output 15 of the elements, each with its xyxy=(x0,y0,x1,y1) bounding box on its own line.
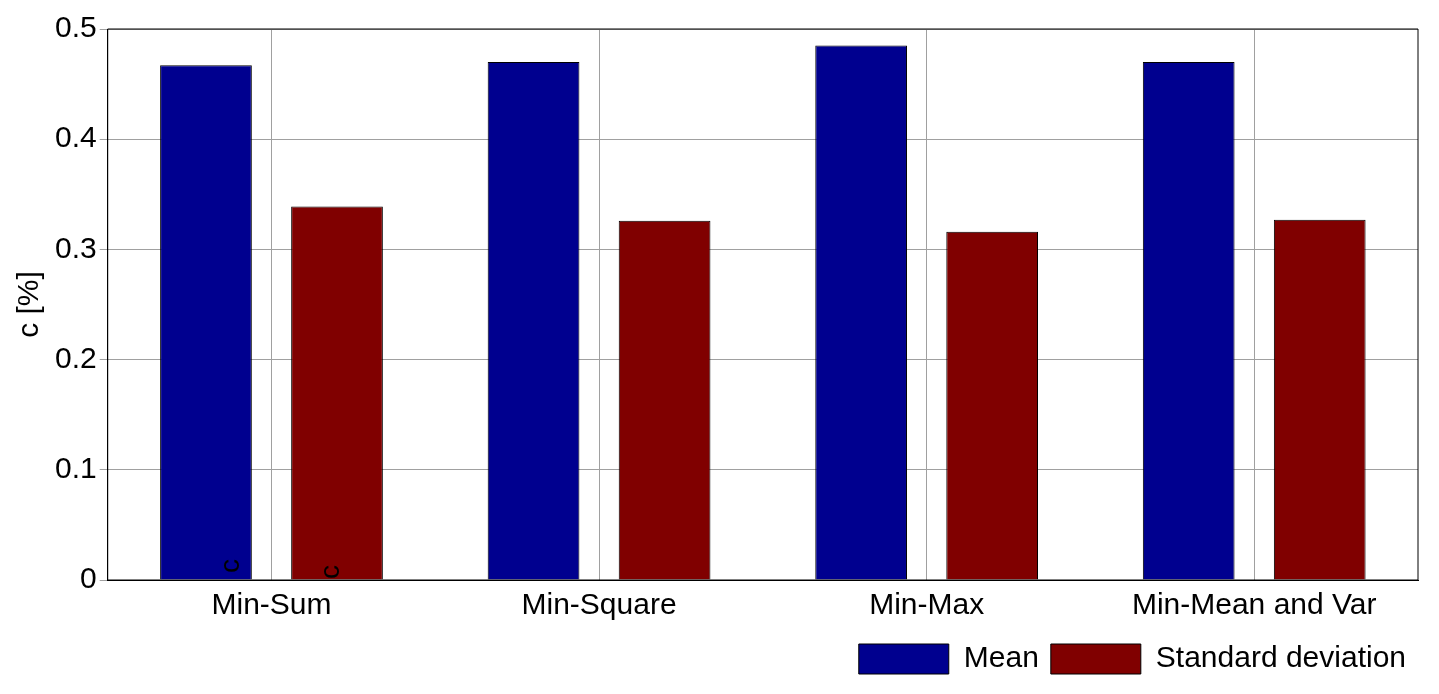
x-tick-label: Min-Mean and Var xyxy=(1131,587,1377,621)
annotation: c xyxy=(214,559,246,573)
x-tick-label: Min-Max xyxy=(869,587,985,621)
y-tick-label: 0.3 xyxy=(54,230,97,264)
y-tick-label: 0.5 xyxy=(54,10,97,44)
y-axis-title: c [%] xyxy=(11,271,45,338)
legend-label: Mean xyxy=(963,640,1039,674)
legend-label: Standard deviation xyxy=(1155,640,1407,674)
x-tick-label: Min-Square xyxy=(521,587,677,621)
x-tick-label: Min-Sum xyxy=(211,587,332,621)
y-tick-label: 0.1 xyxy=(54,451,97,485)
y-tick-label: 0.4 xyxy=(54,120,97,154)
y-tick-label: 0 xyxy=(80,561,97,595)
annotation: c xyxy=(314,565,346,579)
y-tick-label: 0.2 xyxy=(54,340,97,374)
